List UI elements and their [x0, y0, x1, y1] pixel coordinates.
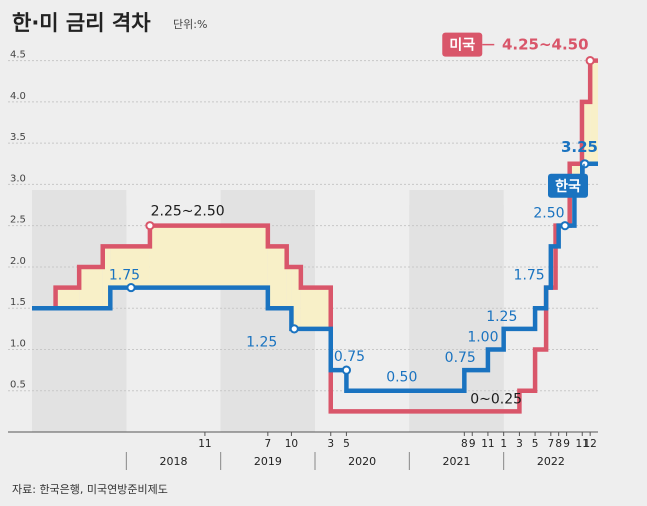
- data-label: 1.00: [467, 329, 498, 345]
- data-marker: [580, 159, 590, 169]
- gap-fill-layer: [55, 60, 598, 329]
- data-label: 0.50: [386, 370, 417, 386]
- gap-fill-segment: [149, 225, 268, 288]
- x-tick-label: 11: [198, 438, 211, 450]
- gap-fill-segment: [55, 287, 80, 309]
- x-tick-label: 5: [343, 438, 350, 450]
- data-marker: [289, 324, 299, 334]
- gap-fill-segment: [590, 60, 598, 164]
- year-band: [409, 205, 504, 432]
- data-label: 1.75: [109, 268, 140, 284]
- data-label: 0~0.25: [470, 391, 522, 407]
- data-label: 4.25~4.50: [502, 36, 589, 54]
- year-band: [32, 205, 127, 432]
- series-badge-label: 한국: [555, 179, 581, 195]
- data-label: 0.75: [445, 350, 476, 366]
- series-badge-label: 미국: [449, 38, 475, 54]
- data-label: 2.25~2.50: [151, 204, 225, 220]
- x-tick-label: 9: [563, 438, 570, 450]
- data-label: 1.25: [486, 309, 517, 325]
- data-label: 1.75: [514, 268, 545, 284]
- y-tick-label: 4.0: [10, 91, 26, 102]
- gap-fill-segment: [110, 246, 150, 288]
- data-label: 3.25: [561, 138, 598, 156]
- data-marker: [585, 56, 595, 66]
- x-tick-label: 7: [547, 438, 554, 450]
- x-tick-label: 8: [555, 438, 562, 450]
- data-label: 1.25: [246, 334, 277, 350]
- label-layer: 2.25~2.50 1.75 1.25 0.75 0.50 0.75 1.00 1.25 1.7…: [109, 36, 598, 408]
- x-tick-label: 8: [461, 438, 468, 450]
- y-tick-label: 0.5: [10, 380, 26, 391]
- year-label: 2020: [348, 455, 376, 468]
- y-tick-label: 4.5: [10, 50, 26, 61]
- source-note: 자료: 한국은행, 미국연방준비제도: [12, 483, 168, 496]
- y-tick-label: 3.5: [10, 132, 26, 143]
- x-tick-label: 11: [481, 438, 494, 450]
- gap-fill-segment: [582, 101, 591, 164]
- marker-layer: [126, 56, 595, 375]
- data-marker: [145, 221, 155, 231]
- gap-fill-segment: [300, 287, 331, 329]
- data-marker: [126, 282, 136, 293]
- data-label: 0.75: [334, 349, 365, 365]
- year-label: 2022: [537, 455, 565, 468]
- x-tick-label: 12: [583, 438, 596, 450]
- y-tick-label: 1.0: [10, 338, 26, 349]
- gap-fill-segment: [102, 246, 111, 309]
- x-tick-label: 10: [285, 438, 298, 450]
- y-tick-label: 1.5: [10, 297, 26, 308]
- y-tick-label: 3.0: [10, 173, 26, 184]
- gap-fill-segment: [291, 266, 301, 329]
- year-bands: [32, 190, 504, 432]
- x-tick-label: 7: [264, 438, 271, 450]
- gap-fill-segment: [79, 266, 103, 309]
- data-marker: [341, 365, 352, 375]
- data-marker: [560, 221, 570, 231]
- axis-layer: 0.51.01.52.02.53.03.54.04.511 7 10 3 5 8 9 11 1 3…: [8, 50, 598, 470]
- x-tick-label: 5: [532, 438, 539, 450]
- chart-title: 한·미 금리 격차: [12, 11, 151, 35]
- year-label: 2018: [160, 455, 188, 468]
- x-tick-label: 3: [516, 438, 523, 450]
- unit-label: 단위:%: [173, 18, 207, 31]
- x-tick-label: 11: [576, 438, 589, 450]
- y-tick-label: 2.0: [10, 256, 26, 267]
- year-label: 2021: [443, 455, 471, 468]
- x-tick-label: 9: [469, 438, 476, 450]
- series-badge: [548, 173, 588, 198]
- x-tick-label: 1: [500, 438, 507, 450]
- y-tick-label: 2.5: [10, 215, 26, 226]
- year-label: 2019: [254, 455, 282, 468]
- x-tick-label: 3: [327, 438, 334, 450]
- data-label: 2.50: [533, 206, 564, 222]
- gap-fill-segment: [286, 266, 292, 309]
- gap-fill-segment: [267, 246, 287, 309]
- series-badge: [442, 32, 483, 57]
